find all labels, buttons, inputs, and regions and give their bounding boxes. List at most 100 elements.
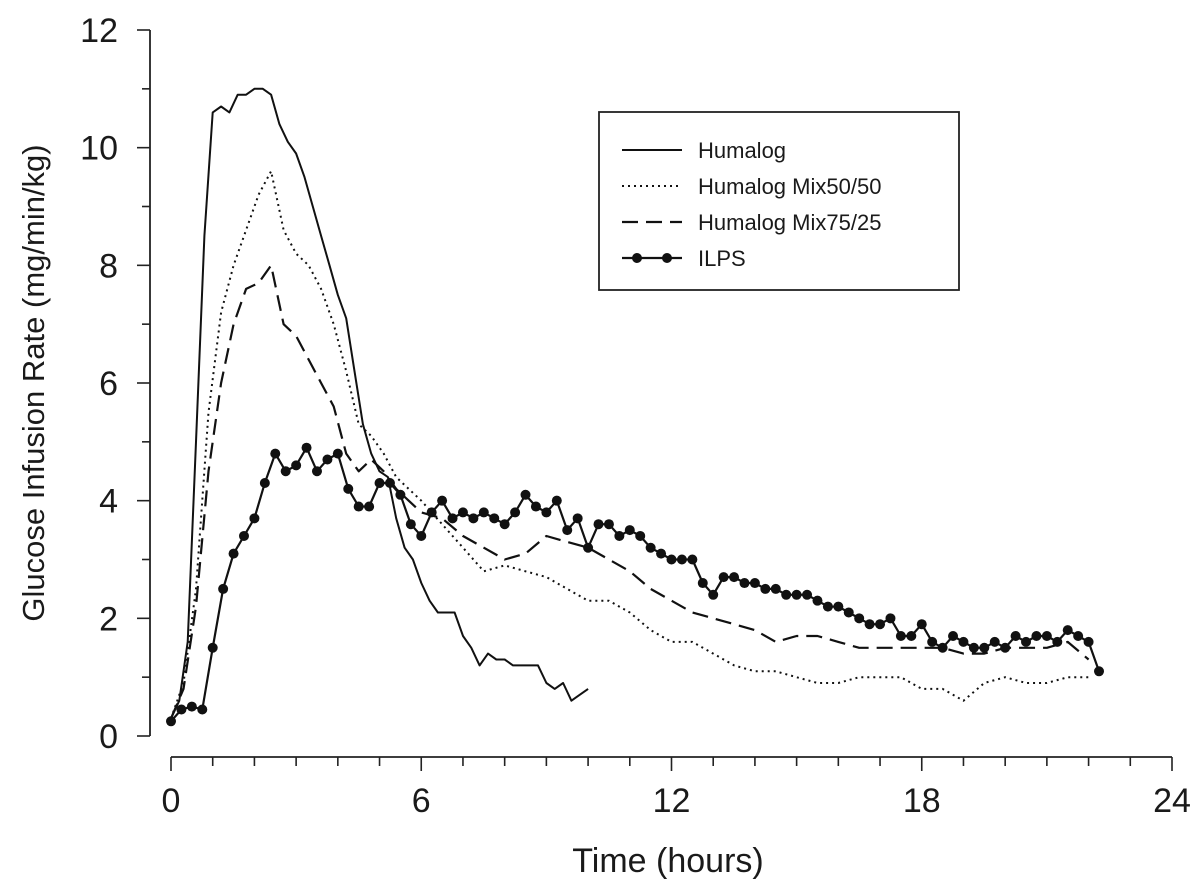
y-tick-label: 10 xyxy=(80,130,118,168)
y-tick-label: 8 xyxy=(99,247,118,285)
data-point xyxy=(478,507,489,518)
data-point xyxy=(499,519,510,530)
data-point xyxy=(207,642,218,653)
data-point xyxy=(228,548,239,559)
series-humalog xyxy=(170,87,589,719)
data-point xyxy=(259,478,270,489)
data-point xyxy=(530,501,541,512)
data-point xyxy=(426,507,437,518)
data-point xyxy=(197,704,208,715)
data-point xyxy=(593,519,604,530)
data-point xyxy=(510,507,521,518)
data-point xyxy=(906,630,917,641)
y-tick-label: 2 xyxy=(99,600,118,638)
data-point xyxy=(760,583,771,594)
data-point xyxy=(364,501,375,512)
x-axis-label: Time (hours) xyxy=(572,842,763,880)
data-point xyxy=(218,583,229,594)
data-point xyxy=(948,630,959,641)
data-point xyxy=(645,542,656,553)
legend-marker xyxy=(662,253,672,263)
series-humalog-mix75-25 xyxy=(169,264,1090,719)
x-tick-label: 6 xyxy=(412,782,431,820)
data-point xyxy=(916,619,927,630)
data-point xyxy=(572,513,583,524)
data-point xyxy=(1052,636,1063,647)
legend-marker xyxy=(632,253,642,263)
data-point xyxy=(968,642,979,653)
data-point xyxy=(332,448,343,459)
data-point xyxy=(322,454,333,465)
data-point xyxy=(1031,630,1042,641)
x-tick-label: 0 xyxy=(162,782,181,820)
data-point xyxy=(791,589,802,600)
data-point xyxy=(614,530,625,541)
data-point xyxy=(468,513,479,524)
data-point xyxy=(749,578,760,589)
data-point xyxy=(374,478,385,489)
data-point xyxy=(457,507,468,518)
data-point xyxy=(1094,666,1105,677)
data-point xyxy=(301,442,312,453)
data-point xyxy=(843,607,854,618)
data-point xyxy=(708,589,719,600)
data-point xyxy=(1021,636,1032,647)
data-point xyxy=(687,554,698,565)
x-tick-label: 24 xyxy=(1153,782,1191,820)
y-tick-label: 4 xyxy=(99,483,118,521)
y-tick-label: 0 xyxy=(99,718,118,756)
data-point xyxy=(541,507,552,518)
data-point xyxy=(1000,642,1011,653)
data-point xyxy=(854,613,865,624)
data-point xyxy=(666,554,677,565)
data-point xyxy=(384,478,395,489)
data-point xyxy=(270,448,281,459)
data-point xyxy=(416,530,427,541)
data-point xyxy=(176,704,187,715)
data-point xyxy=(405,519,416,530)
data-point xyxy=(885,613,896,624)
data-point xyxy=(864,619,875,630)
data-point xyxy=(353,501,364,512)
data-point xyxy=(166,716,176,727)
data-point xyxy=(1083,636,1094,647)
data-point xyxy=(989,636,1000,647)
data-point xyxy=(447,513,458,524)
data-point xyxy=(291,460,302,471)
data-point xyxy=(729,572,740,583)
legend: Humalog Humalog Mix50/50 Humalog Mix75/25 I… xyxy=(598,111,960,291)
data-point xyxy=(833,601,844,612)
data-point xyxy=(718,572,729,583)
data-point xyxy=(927,636,938,647)
legend-label: ILPS xyxy=(698,246,746,271)
data-point xyxy=(635,530,646,541)
data-point xyxy=(812,595,823,606)
data-point xyxy=(603,519,614,530)
data-point xyxy=(656,548,667,559)
data-point xyxy=(1073,630,1084,641)
legend-box xyxy=(598,111,960,291)
data-point xyxy=(583,542,594,553)
data-point xyxy=(895,630,906,641)
y-tick-label: 6 xyxy=(99,365,118,403)
data-point xyxy=(186,701,197,712)
data-point xyxy=(311,466,322,477)
x-tick-label: 18 xyxy=(903,782,941,820)
data-point xyxy=(802,589,813,600)
data-point xyxy=(562,525,573,536)
data-point xyxy=(520,489,531,500)
data-point xyxy=(937,642,948,653)
data-point xyxy=(958,636,969,647)
legend-label: Humalog xyxy=(698,138,786,163)
data-point xyxy=(1041,630,1052,641)
data-point xyxy=(697,578,708,589)
series-line xyxy=(170,87,589,719)
data-point xyxy=(280,466,291,477)
data-point xyxy=(875,619,886,630)
y-axis-label: Glucose Infusion Rate (mg/min/kg) xyxy=(16,144,51,621)
data-point xyxy=(1010,630,1021,641)
data-point xyxy=(822,601,833,612)
data-point xyxy=(343,483,354,494)
